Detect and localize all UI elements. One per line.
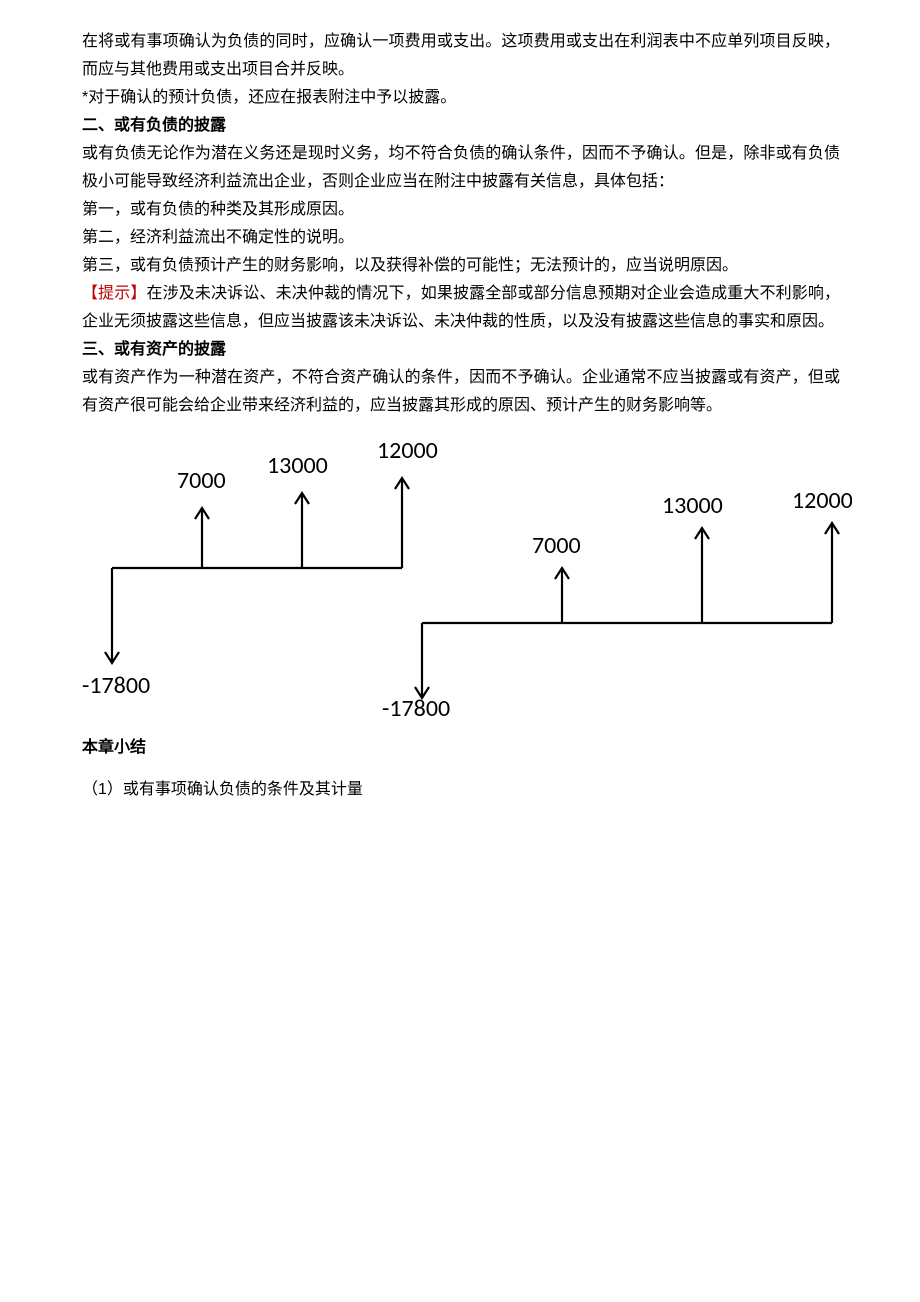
cashflow-diagram: -1780070001300012000-1780070001300012000 — [82, 438, 840, 718]
svg-text:-17800: -17800 — [82, 671, 150, 700]
svg-text:13000: 13000 — [662, 491, 723, 520]
list-item-1: 第一，或有负债的种类及其形成原因。 — [82, 196, 840, 224]
list-item-3: 第三，或有负债预计产生的财务影响，以及获得补偿的可能性；无法预计的，应当说明原因… — [82, 252, 840, 280]
paragraph: 或有资产作为一种潜在资产，不符合资产确认的条件，因而不予确认。企业通常不应当披露… — [82, 364, 840, 420]
svg-text:12000: 12000 — [792, 486, 852, 515]
svg-text:13000: 13000 — [267, 451, 328, 480]
paragraph: 在将或有事项确认为负债的同时，应确认一项费用或支出。这项费用或支出在利润表中不应… — [82, 28, 840, 84]
tip-body: 在涉及未决诉讼、未决仲裁的情况下，如果披露全部或部分信息预期对企业会造成重大不利… — [82, 285, 840, 330]
summary-heading: 本章小结 — [82, 734, 840, 762]
svg-text:12000: 12000 — [377, 438, 438, 465]
summary-item-1: （1）或有事项确认负债的条件及其计量 — [82, 776, 840, 804]
tip-label: 【提示】 — [82, 285, 147, 302]
tip-paragraph: 【提示】在涉及未决诉讼、未决仲裁的情况下，如果披露全部或部分信息预期对企业会造成… — [82, 280, 840, 336]
svg-text:-17800: -17800 — [382, 694, 450, 718]
heading-3: 三、或有资产的披露 — [82, 336, 840, 364]
diagram-svg: -17800 7000 13000 12000 -17800 7000 13000 12000 — [82, 438, 852, 718]
heading-2: 二、或有负债的披露 — [82, 112, 840, 140]
paragraph: 或有负债无论作为潜在义务还是现时义务，均不符合负债的确认条件，因而不予确认。但是… — [82, 140, 840, 196]
svg-text:7000: 7000 — [177, 466, 226, 495]
paragraph-note: *对于确认的预计负债，还应在报表附注中予以披露。 — [82, 84, 840, 112]
list-item-2: 第二，经济利益流出不确定性的说明。 — [82, 224, 840, 252]
svg-text:7000: 7000 — [532, 531, 581, 560]
